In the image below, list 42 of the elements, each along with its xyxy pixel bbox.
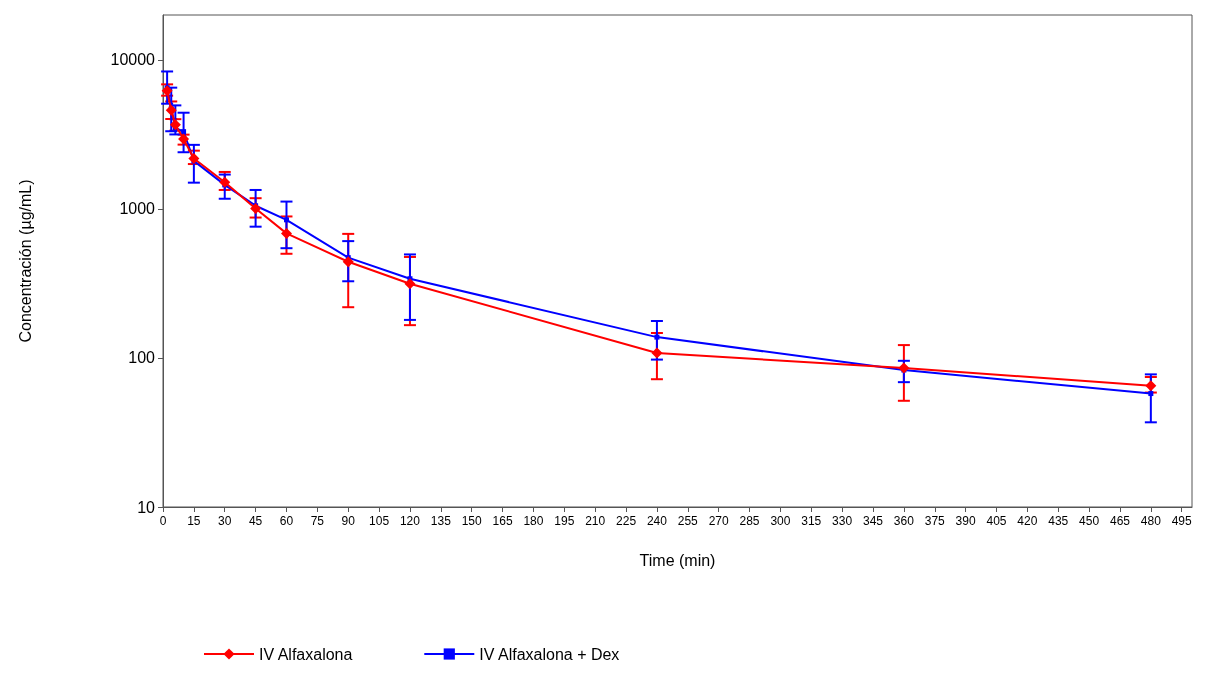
x-tick-label: 240 bbox=[646, 514, 668, 528]
legend-label: IV Alfaxalona bbox=[259, 645, 353, 663]
x-tick-label: 210 bbox=[585, 514, 606, 528]
legend-label: IV Alfaxalona + Dex bbox=[479, 645, 620, 663]
y-tick-label: 10 bbox=[137, 498, 156, 516]
x-tick-label: 285 bbox=[739, 514, 760, 528]
y-axis-title: Concentración (µg/mL) bbox=[16, 179, 34, 343]
x-tick-label: 495 bbox=[1171, 514, 1193, 528]
x-tick-label: 30 bbox=[218, 514, 232, 528]
x-tick-label: 195 bbox=[554, 514, 575, 528]
x-tick-label: 150 bbox=[461, 514, 483, 528]
x-tick-label: 330 bbox=[832, 514, 853, 528]
x-tick-label: 390 bbox=[955, 514, 976, 528]
x-tick-label: 450 bbox=[1079, 514, 1100, 528]
x-tick-label: 15 bbox=[187, 514, 201, 528]
x-tick-label: 345 bbox=[862, 514, 884, 528]
x-tick-label: 255 bbox=[677, 514, 699, 528]
x-tick-label: 60 bbox=[279, 514, 294, 528]
x-tick-label: 315 bbox=[801, 514, 822, 528]
x-tick-label: 270 bbox=[708, 514, 729, 528]
x-tick-label: 225 bbox=[616, 514, 637, 528]
x-tick-label: 300 bbox=[770, 514, 791, 528]
x-tick-label: 375 bbox=[924, 514, 946, 528]
x-tick-label: 360 bbox=[893, 514, 915, 528]
y-tick-label: 1000 bbox=[119, 200, 156, 218]
x-tick-label: 435 bbox=[1048, 514, 1069, 528]
x-tick-label: 165 bbox=[492, 514, 513, 528]
y-tick-label: 100 bbox=[128, 349, 156, 367]
x-tick-label: 75 bbox=[310, 514, 325, 528]
x-tick-label: 90 bbox=[341, 514, 356, 528]
x-tick-label: 135 bbox=[430, 514, 452, 528]
x-tick-label: 465 bbox=[1109, 514, 1131, 528]
x-tick-label: 405 bbox=[986, 514, 1007, 528]
y-tick-label: 10000 bbox=[110, 51, 156, 69]
x-axis-title: Time (min) bbox=[639, 551, 716, 569]
x-tick-label: 0 bbox=[159, 514, 167, 528]
x-tick-label: 45 bbox=[248, 514, 263, 528]
x-tick-label: 120 bbox=[399, 514, 421, 528]
x-tick-label: 180 bbox=[523, 514, 544, 528]
x-tick-label: 420 bbox=[1017, 514, 1038, 528]
x-tick-label: 480 bbox=[1140, 514, 1162, 528]
x-tick-label: 105 bbox=[369, 514, 390, 528]
